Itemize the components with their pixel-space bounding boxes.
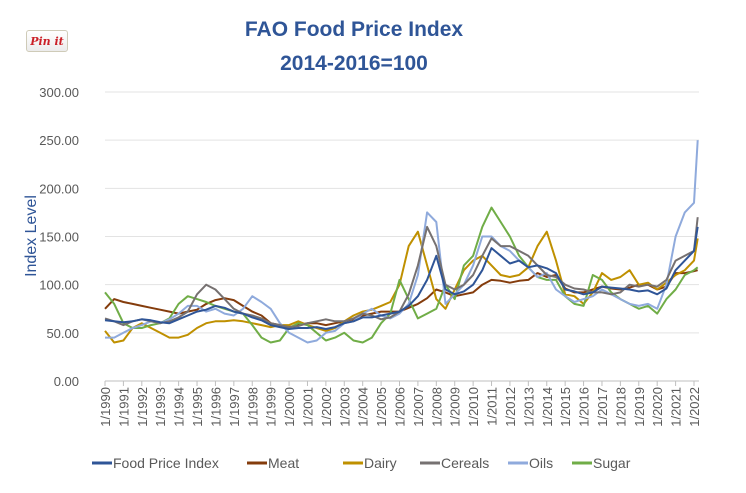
legend-item: Sugar — [572, 455, 631, 471]
legend-item: Meat — [247, 455, 299, 471]
x-tick-label: 1/2003 — [337, 387, 352, 427]
x-tick-label: 1/2016 — [577, 387, 592, 427]
x-tick-label: 1/2014 — [540, 387, 555, 427]
x-tick-label: 1/2020 — [650, 387, 665, 427]
x-tick-label: 1/2013 — [521, 387, 536, 427]
legend-item: Dairy — [343, 455, 397, 471]
series-line-sugar — [104, 206, 699, 344]
x-tick-label: 1/2018 — [613, 387, 628, 427]
x-tick-label: 1/1994 — [172, 387, 187, 427]
y-tick-label: 50.00 — [46, 326, 79, 341]
x-tick-label: 1/2012 — [503, 387, 518, 427]
x-tick-label: 1/1992 — [135, 387, 150, 427]
y-tick-label: 300.00 — [39, 85, 79, 100]
chart-title: FAO Food Price Index — [245, 18, 464, 41]
y-tick-label: 200.00 — [39, 181, 79, 196]
x-tick-label: 1/2015 — [558, 387, 573, 427]
legend-label: Oils — [529, 455, 553, 471]
x-tick-label: 1/1990 — [98, 387, 113, 427]
x-tick-label: 1/2011 — [485, 387, 500, 426]
legend-label: Cereals — [441, 455, 489, 471]
chart-subtitle: 2014-2016=100 — [280, 52, 428, 75]
x-tick-label: 1/2022 — [687, 387, 702, 427]
legend-label: Meat — [268, 455, 299, 471]
y-axis-label: Index Level — [23, 195, 40, 277]
x-tick-label: 1/2009 — [448, 387, 463, 427]
series-line-cereals — [104, 217, 699, 329]
y-tick-label: 100.00 — [39, 278, 79, 293]
y-tick-label: 250.00 — [39, 133, 79, 148]
x-tick-label: 1/1991 — [116, 387, 131, 427]
legend-label: Dairy — [364, 455, 397, 471]
legend-item: Cereals — [420, 455, 489, 471]
x-tick-label: 1/2021 — [669, 387, 684, 427]
x-tick-label: 1/2019 — [632, 387, 647, 427]
x-tick-label: 1/2002 — [319, 387, 334, 427]
x-tick-label: 1/1999 — [264, 387, 279, 427]
x-tick-label: 1/2017 — [595, 387, 610, 427]
x-tick-label: 1/2001 — [300, 387, 315, 427]
legend-label: Food Price Index — [113, 455, 219, 471]
y-tick-label: 150.00 — [39, 230, 79, 245]
x-tick-label: 1/2007 — [411, 387, 426, 427]
x-tick-label: 1/1995 — [190, 387, 205, 427]
legend-item: Food Price Index — [92, 455, 219, 471]
series-line-dairy — [104, 230, 699, 344]
legend-label: Sugar — [593, 455, 631, 471]
legend-item: Oils — [508, 455, 553, 471]
x-tick-label: 1/2005 — [374, 387, 389, 427]
x-tick-label: 1/2008 — [429, 387, 444, 427]
series-line-food-price-index — [104, 226, 699, 330]
y-tick-label: 0.00 — [54, 374, 79, 389]
x-tick-label: 1/1996 — [208, 387, 223, 427]
x-tick-label: 1/2006 — [393, 387, 408, 427]
x-tick-label: 1/2004 — [356, 387, 371, 427]
x-tick-label: 1/1993 — [153, 387, 168, 427]
x-tick-label: 1/2000 — [282, 387, 297, 427]
x-tick-label: 1/1998 — [245, 387, 260, 427]
x-tick-label: 1/1997 — [227, 387, 242, 427]
x-tick-label: 1/2010 — [466, 387, 481, 427]
pin-it-button[interactable]: Pin it — [26, 30, 68, 52]
